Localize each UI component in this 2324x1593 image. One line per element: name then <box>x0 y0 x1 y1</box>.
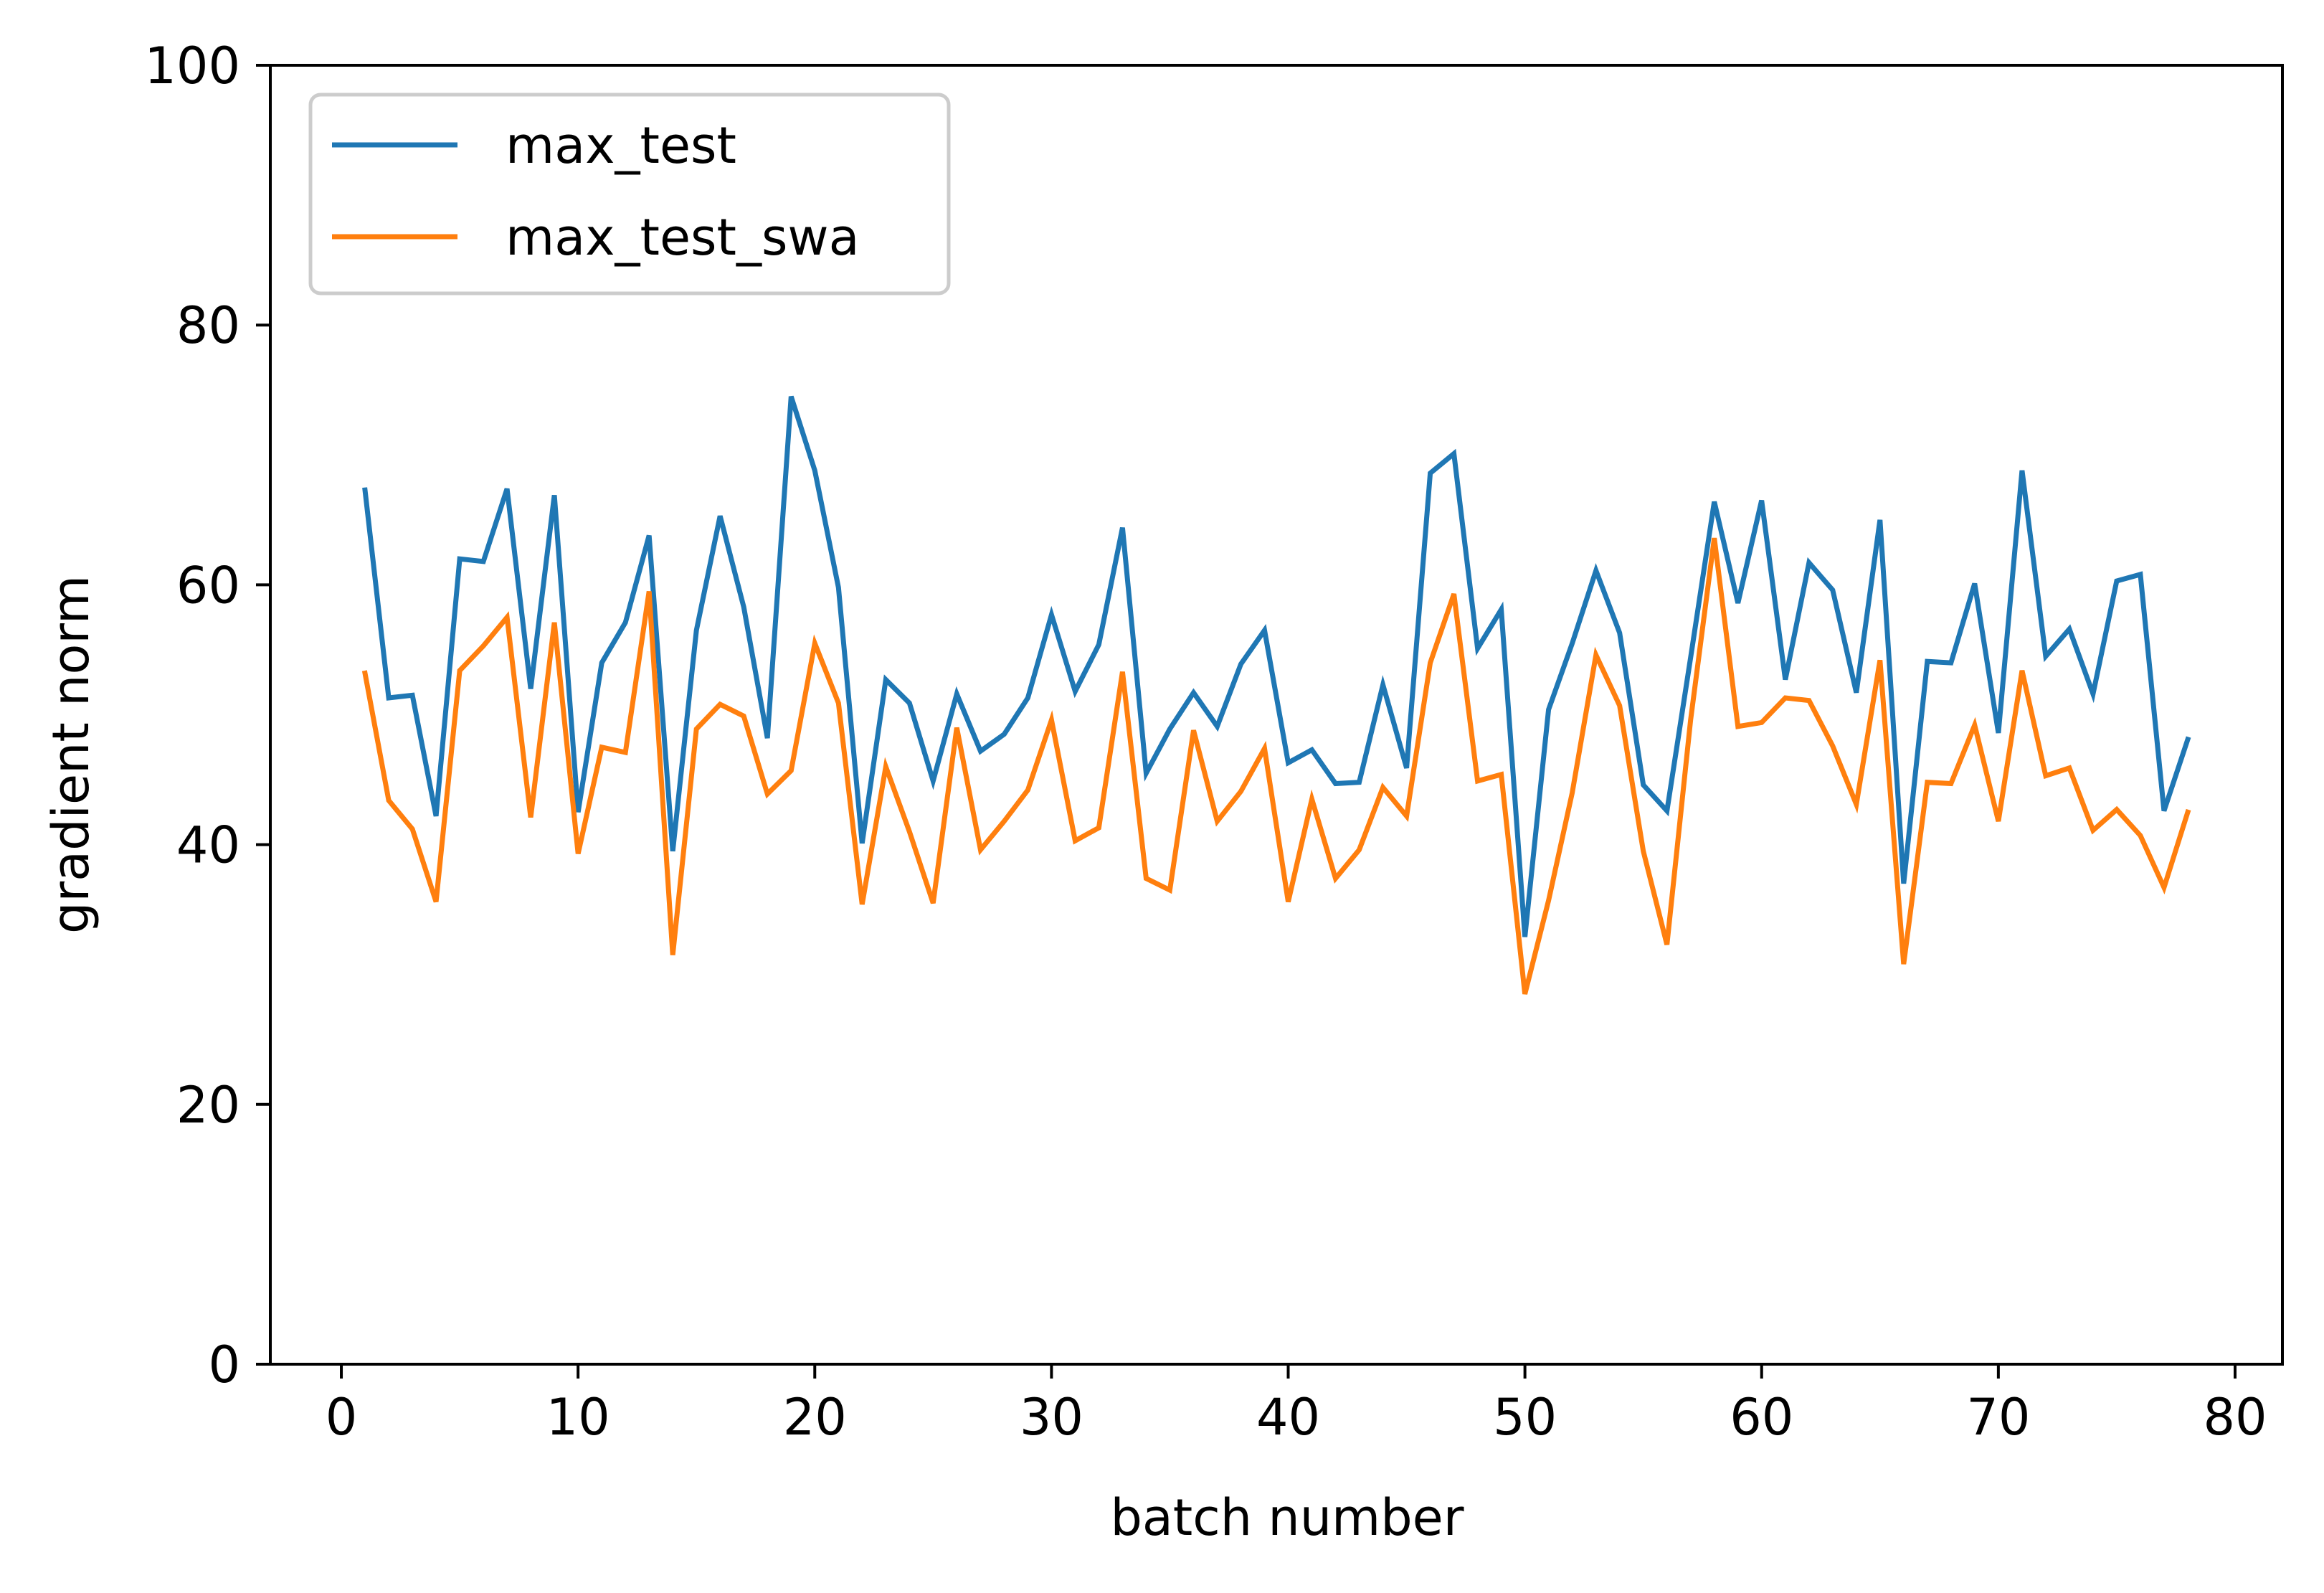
y-tick-label-100: 100 <box>144 37 240 95</box>
y-tick-label-0: 0 <box>208 1336 240 1394</box>
axes-frame <box>269 64 2284 1366</box>
x-tick-label-10: 10 <box>546 1388 610 1447</box>
x-tick-label-20: 20 <box>783 1388 847 1447</box>
x-tick-label-30: 30 <box>1020 1388 1083 1447</box>
legend-label-max-test: max_test <box>506 116 736 175</box>
y-axis-label: gradient norm <box>42 575 100 934</box>
x-tick-label-0: 0 <box>326 1388 358 1447</box>
y-tick-label-40: 40 <box>176 816 240 875</box>
x-tick-label-50: 50 <box>1493 1388 1557 1447</box>
y-tick-label-20: 20 <box>176 1076 240 1135</box>
series-line-max-test-swa <box>361 537 2191 995</box>
y-tick-label-60: 60 <box>176 556 240 615</box>
plot-area: 0 10 20 30 40 50 60 70 80 0 20 40 60 80 100 max_testmax… <box>144 37 2284 1447</box>
x-tick-label-40: 40 <box>1256 1388 1320 1447</box>
legend-box <box>308 93 951 296</box>
x-tick-label-80: 80 <box>2203 1388 2267 1447</box>
x-tick-label-60: 60 <box>1730 1388 1793 1447</box>
x-tick-label-70: 70 <box>1966 1388 2030 1447</box>
x-axis-label: batch number <box>1110 1488 1464 1547</box>
legend-label-max-test-swa: max_test_swa <box>506 208 860 267</box>
y-tick-label-80: 80 <box>176 296 240 355</box>
series-line-max-test <box>362 395 2191 937</box>
